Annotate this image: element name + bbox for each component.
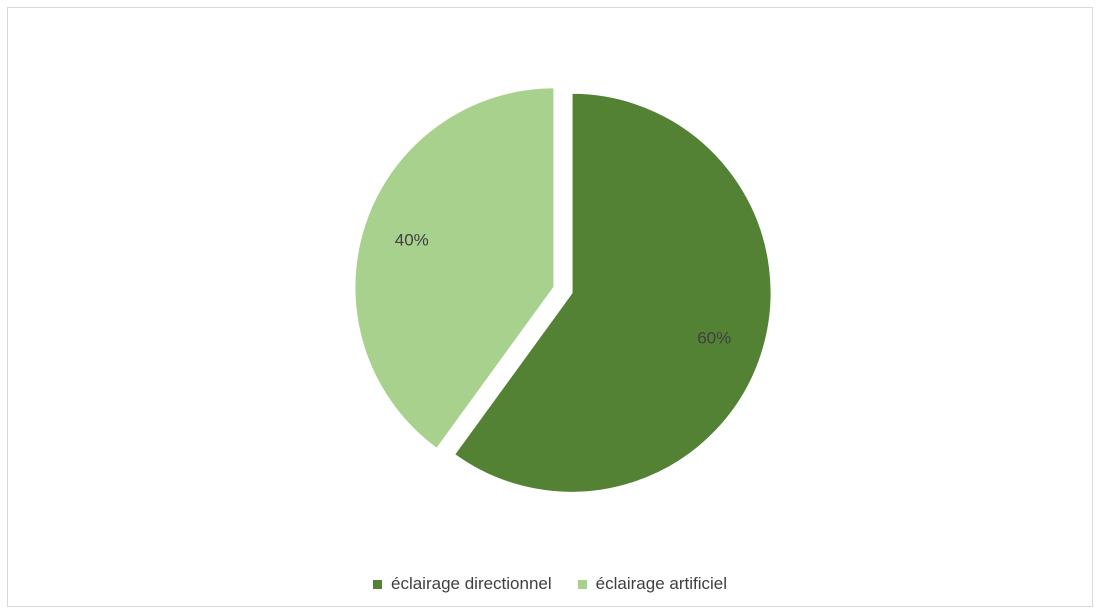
pie-slice-directionnel bbox=[452, 91, 773, 494]
chart-area: 60% 40% éclairage directionnel éclairage … bbox=[7, 7, 1093, 607]
legend-label-artificiel: éclairage artificiel bbox=[595, 574, 727, 593]
legend-swatch-directionnel bbox=[373, 579, 382, 589]
legend-label-directionnel: éclairage directionnel bbox=[391, 574, 552, 593]
data-label-directionnel: 60% bbox=[697, 329, 731, 348]
legend-item-artificiel: éclairage artificiel bbox=[577, 574, 727, 594]
pie-chart: 60% 40% bbox=[353, 86, 773, 494]
legend-item-directionnel: éclairage directionnel bbox=[373, 574, 552, 594]
pie-slice-artificiel bbox=[353, 86, 556, 451]
data-label-artificiel: 40% bbox=[395, 230, 429, 249]
legend-swatch-artificiel bbox=[577, 579, 587, 589]
legend: éclairage directionnel éclairage artific… bbox=[8, 574, 1092, 594]
